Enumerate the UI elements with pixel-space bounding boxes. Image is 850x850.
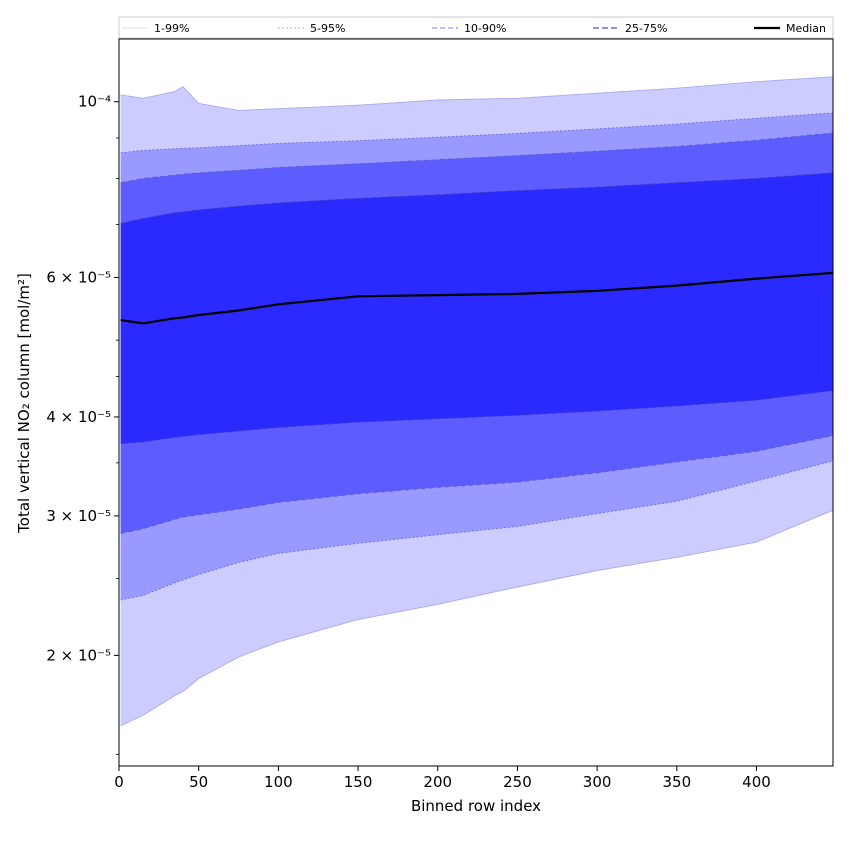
- percentile-line-p99: [120, 76, 833, 111]
- legend-label: 1-99%: [154, 22, 189, 35]
- legend-label: 10-90%: [464, 22, 506, 35]
- x-tick-label: 50: [189, 773, 208, 791]
- percentile-line-p10: [120, 435, 833, 534]
- y-tick-label: 3 × 10⁻⁵: [46, 507, 111, 525]
- x-tick-label: 150: [344, 773, 373, 791]
- y-tick-label: 6 × 10⁻⁵: [46, 268, 111, 286]
- percentile-line-p25: [120, 390, 833, 445]
- x-tick-label: 200: [423, 773, 452, 791]
- y-axis: 2 × 10⁻⁵ 3 × 10⁻⁵ 4 × 10⁻⁵ 6 × 10⁻⁵ 10⁻⁴: [46, 93, 119, 755]
- x-tick-label: 100: [264, 773, 293, 791]
- x-tick-label: 0: [114, 773, 124, 791]
- y-axis-label: Total vertical NO₂ column [mol/m²]: [15, 273, 33, 534]
- legend: 1-99% 5-95% 10-90% 25-75% Median: [118, 16, 834, 39]
- percentile-line-p5: [120, 460, 833, 601]
- x-tick-label: 400: [742, 773, 771, 791]
- x-tick-label: 250: [503, 773, 532, 791]
- lines-layer: [120, 76, 833, 727]
- percentile-line-p75: [120, 172, 833, 224]
- legend-label: 5-95%: [310, 22, 345, 35]
- bands-layer: [120, 76, 833, 726]
- x-axis: 0 50 100 150 200 250 300 350 400: [114, 766, 771, 791]
- y-tick-label: 10⁻⁴: [78, 93, 111, 111]
- band-25-75: [120, 172, 833, 444]
- percentile-line-p90: [120, 132, 833, 184]
- legend-label: 25-75%: [625, 22, 667, 35]
- median-line: [120, 271, 833, 325]
- legend-frame: [118, 16, 834, 39]
- x-axis-label: Binned row index: [411, 797, 541, 815]
- percentile-line-p1: [120, 509, 833, 727]
- plot-frame: [118, 38, 834, 767]
- percentile-line-p95: [120, 112, 833, 154]
- legend-label: Median: [786, 22, 826, 35]
- x-tick-label: 350: [662, 773, 691, 791]
- y-tick-label: 2 × 10⁻⁵: [46, 646, 111, 664]
- y-tick-label: 4 × 10⁻⁵: [46, 408, 111, 426]
- x-tick-label: 300: [583, 773, 612, 791]
